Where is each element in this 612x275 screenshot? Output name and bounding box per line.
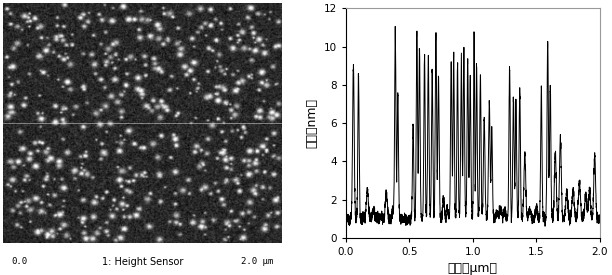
Text: 1: Height Sensor: 1: Height Sensor bbox=[102, 257, 183, 267]
X-axis label: 长度（μm）: 长度（μm） bbox=[448, 262, 498, 275]
Text: 0.0: 0.0 bbox=[12, 257, 28, 266]
Text: 2.0 μm: 2.0 μm bbox=[241, 257, 273, 266]
Y-axis label: 高度（nm）: 高度（nm） bbox=[305, 98, 318, 148]
